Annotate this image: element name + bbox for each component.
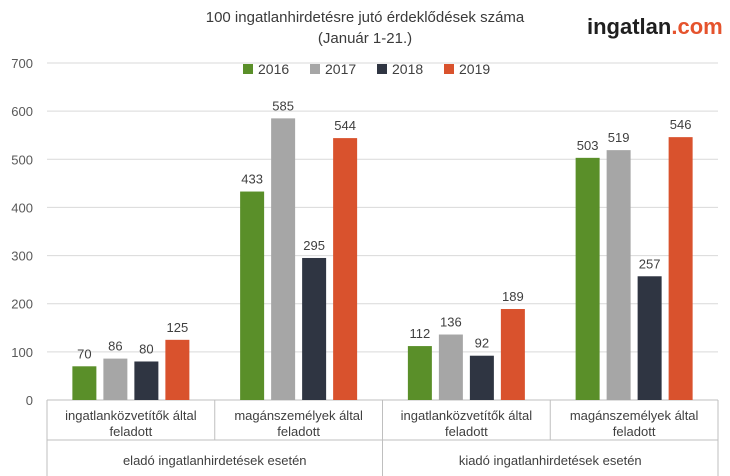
brand-logo-main: ingatlan <box>587 14 671 39</box>
y-tick-label: 100 <box>11 345 33 360</box>
bar <box>469 355 494 400</box>
category-label: feladott <box>277 424 320 439</box>
bar <box>103 358 128 400</box>
bar <box>333 138 358 401</box>
bar-value-label: 125 <box>167 320 189 335</box>
bar <box>500 309 525 400</box>
bar-value-label: 112 <box>410 326 431 341</box>
bar-value-label: 257 <box>639 256 661 271</box>
y-tick-label: 500 <box>11 152 33 167</box>
bar-value-label: 136 <box>440 315 462 330</box>
bar <box>302 257 327 400</box>
category-label: magánszemélyek által <box>570 408 699 423</box>
bar-value-label: 189 <box>502 289 524 304</box>
y-tick-label: 700 <box>11 56 33 71</box>
bars: 70 433 112 503 86 585 136 519 80 295 92 257 125 544 18… <box>72 98 693 401</box>
legend-swatch <box>310 64 320 74</box>
category-label: feladott <box>445 424 488 439</box>
legend-swatch <box>377 64 387 74</box>
group-label: eladó ingatlanhirdetések esetén <box>123 453 307 468</box>
category-label: ingatlanközvetítők által <box>65 408 197 423</box>
chart-subtitle: (Január 1-21.) <box>318 30 412 47</box>
x-axis: ingatlanközvetítők általfeladottmagánsze… <box>46 400 719 476</box>
bar <box>575 157 600 400</box>
bar-value-label: 546 <box>670 117 692 132</box>
legend-label: 2016 <box>258 61 289 77</box>
bar-value-label: 80 <box>139 341 153 356</box>
bar-value-label: 585 <box>272 98 294 113</box>
bar-value-label: 295 <box>303 238 325 253</box>
brand-logo: ingatlan.com <box>587 14 723 39</box>
bar-value-label: 544 <box>334 118 356 133</box>
y-tick-label: 200 <box>11 297 33 312</box>
legend-swatch <box>243 64 253 74</box>
gridlines <box>47 62 718 401</box>
chart-title: 100 ingatlanhirdetésre jutó érdeklődések… <box>206 9 525 26</box>
bar-value-label: 86 <box>108 339 122 354</box>
bar <box>271 118 296 400</box>
y-axis: 0 100 200 300 400 500 600 700 <box>11 56 33 408</box>
bar <box>407 346 432 400</box>
bar-value-label: 503 <box>577 138 599 153</box>
legend: 2016 2017 2018 2019 <box>243 61 490 77</box>
y-tick-label: 0 <box>26 393 33 408</box>
bar <box>637 276 662 400</box>
bar <box>606 150 631 400</box>
bar-value-label: 92 <box>475 336 489 351</box>
legend-label: 2017 <box>325 61 356 77</box>
group-label: kiadó ingatlanhirdetések esetén <box>459 453 642 468</box>
brand-logo-tld: .com <box>671 14 722 39</box>
category-label: magánszemélyek által <box>234 408 363 423</box>
bar <box>438 334 463 400</box>
bar-value-label: 433 <box>241 172 263 187</box>
bar <box>72 366 97 400</box>
bar <box>165 339 190 400</box>
legend-label: 2018 <box>392 61 423 77</box>
legend-label: 2019 <box>459 61 490 77</box>
category-label: ingatlanközvetítők által <box>401 408 533 423</box>
bar-value-label: 70 <box>77 346 91 361</box>
category-label: feladott <box>613 424 656 439</box>
bar-value-label: 519 <box>608 130 630 145</box>
bar <box>668 137 693 400</box>
bar <box>240 191 265 400</box>
y-tick-label: 600 <box>11 104 33 119</box>
y-tick-label: 400 <box>11 200 33 215</box>
category-label: feladott <box>110 424 153 439</box>
bar <box>134 361 159 400</box>
legend-swatch <box>444 64 454 74</box>
y-tick-label: 300 <box>11 249 33 264</box>
